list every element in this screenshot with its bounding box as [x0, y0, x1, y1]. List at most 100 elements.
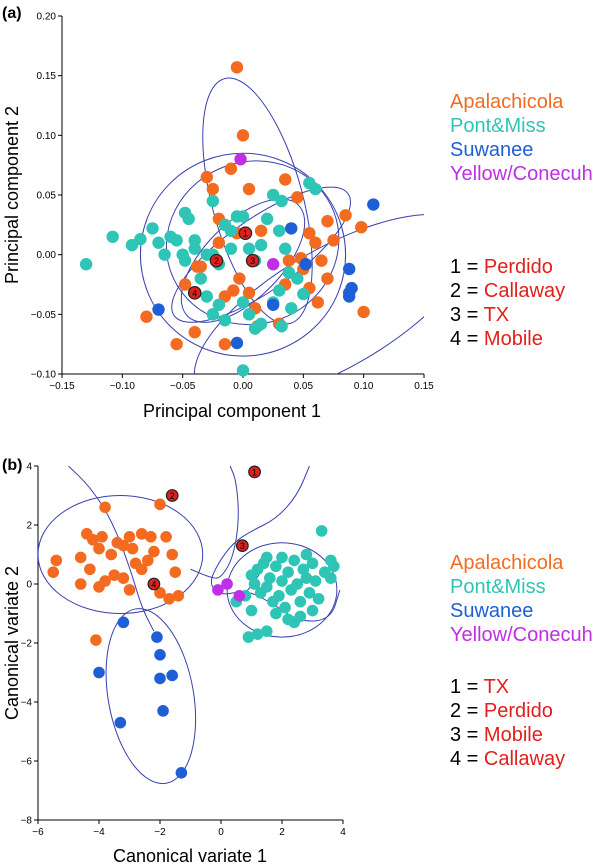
- x-tick-label: −4: [93, 827, 105, 838]
- point-pont-miss: [282, 566, 294, 578]
- x-tick-label: −0.10: [110, 381, 136, 392]
- point-suwanee: [154, 672, 166, 685]
- point-pont-miss: [251, 628, 264, 640]
- point-apalachicola: [166, 548, 178, 561]
- numbered-point-label: 4: [192, 288, 197, 298]
- point-pont-miss: [242, 631, 255, 643]
- point-suwanee: [299, 258, 312, 271]
- panel-a: (a) −0.15 −0.10 −0.05 0.00 0.05 0.10 0.15−0.10…: [2, 5, 593, 421]
- point-pont-miss: [242, 242, 256, 255]
- point-pont-miss: [273, 590, 285, 602]
- point-apalachicola: [129, 557, 142, 570]
- y-tick-label: 0.10: [37, 131, 57, 142]
- numbered-point: [235, 539, 249, 553]
- panel-a-axes: −0.15 −0.10 −0.05 0.00 0.05 0.10 0.15−0.10−0.0…: [31, 12, 434, 393]
- point-apalachicola: [117, 572, 130, 584]
- point-pont-miss: [275, 320, 288, 333]
- point-pont-miss: [260, 581, 273, 593]
- point-pont-miss: [178, 254, 192, 267]
- point-pont-miss: [288, 554, 301, 567]
- x-tick-label: −0.15: [49, 381, 75, 392]
- point-pont-miss: [218, 314, 232, 327]
- key-entry: 2 = Callaway: [450, 280, 565, 302]
- point-apalachicola: [90, 634, 102, 646]
- point-apalachicola: [206, 182, 220, 196]
- point-pont-miss: [306, 557, 319, 570]
- point-apalachicola: [169, 566, 182, 578]
- point-pont-miss: [188, 242, 201, 255]
- y-tick-label: 0.05: [37, 191, 57, 202]
- point-pont-miss: [273, 284, 286, 297]
- point-apalachicola: [140, 310, 153, 323]
- legend-entry: Pont&Miss: [450, 576, 546, 598]
- numbered-point: [165, 489, 179, 502]
- point-apalachicola: [311, 296, 325, 309]
- point-pont-miss: [194, 272, 207, 285]
- point-pont-miss: [270, 607, 282, 620]
- numbered-point-label: 3: [240, 541, 245, 551]
- point-apalachicola: [357, 305, 370, 319]
- legend-entry: Apalachicola: [450, 552, 564, 574]
- point-apalachicola: [303, 226, 316, 240]
- point-apalachicola: [123, 584, 136, 596]
- numbered-point: [248, 465, 261, 479]
- point-suwanee: [285, 222, 298, 235]
- panel-a-label: (a): [2, 5, 22, 22]
- point-pont-miss: [224, 224, 238, 237]
- point-apalachicola: [108, 569, 121, 581]
- y-tick-label: −0.10: [31, 370, 57, 381]
- legend-entry: Suwanee: [450, 600, 533, 622]
- panel-b-ellipses: [38, 466, 341, 785]
- point-pont-miss: [291, 272, 304, 285]
- confidence-ellipse: [226, 542, 338, 638]
- point-pont-miss: [309, 575, 322, 587]
- panel-a-xlabel: Principal component 1: [143, 401, 321, 421]
- key-entry: 2 = Perdido: [450, 700, 553, 722]
- point-pont-miss: [254, 317, 268, 331]
- point-pont-miss: [236, 210, 250, 223]
- point-apalachicola: [190, 260, 204, 273]
- key-entry: 4 = Callaway: [450, 748, 565, 770]
- point-pont-miss: [242, 308, 256, 321]
- point-pont-miss: [146, 222, 159, 235]
- point-apalachicola: [93, 542, 105, 555]
- key-entry: 1 = Perdido: [450, 256, 553, 278]
- point-apalachicola: [163, 592, 175, 605]
- key-entry: 3 = Mobile: [450, 724, 543, 746]
- point-apalachicola: [47, 566, 60, 578]
- point-apalachicola: [87, 533, 99, 546]
- point-pont-miss: [294, 595, 307, 608]
- point-pont-miss: [328, 560, 340, 573]
- panel-b-points: 1 2 3 4: [47, 465, 340, 779]
- y-tick-label: 0.20: [37, 12, 57, 23]
- numbered-point: [245, 253, 260, 268]
- point-apalachicola: [315, 254, 328, 267]
- point-pont-miss: [182, 212, 195, 226]
- y-tick-label: 0: [26, 580, 32, 591]
- point-apalachicola: [126, 542, 139, 555]
- y-tick-label: 0.00: [37, 250, 57, 261]
- point-apalachicola: [74, 578, 87, 590]
- confidence-curve: [68, 466, 155, 632]
- point-apalachicola: [188, 326, 201, 339]
- y-tick-label: −8: [21, 816, 33, 827]
- confidence-ellipse: [105, 608, 197, 785]
- point-apalachicola: [200, 170, 213, 184]
- point-pont-miss: [106, 230, 119, 243]
- point-suwanee: [151, 631, 163, 643]
- panel-b-ylabel: Canonical variate 2: [2, 566, 22, 720]
- point-yellow-conecuh: [221, 578, 233, 590]
- point-pont-miss: [291, 578, 304, 590]
- y-tick-label: 4: [26, 462, 32, 473]
- y-tick-label: 0.15: [37, 71, 57, 82]
- point-pont-miss: [300, 548, 313, 561]
- numbered-point-label: 2: [170, 491, 175, 501]
- point-apalachicola: [84, 563, 96, 576]
- point-apalachicola: [50, 554, 63, 567]
- x-tick-label: 0.15: [414, 381, 434, 392]
- panel-b-xlabel: Canonical variate 1: [113, 846, 267, 866]
- point-apalachicola: [135, 528, 148, 540]
- numbered-point: [238, 226, 253, 240]
- point-apalachicola: [309, 236, 322, 249]
